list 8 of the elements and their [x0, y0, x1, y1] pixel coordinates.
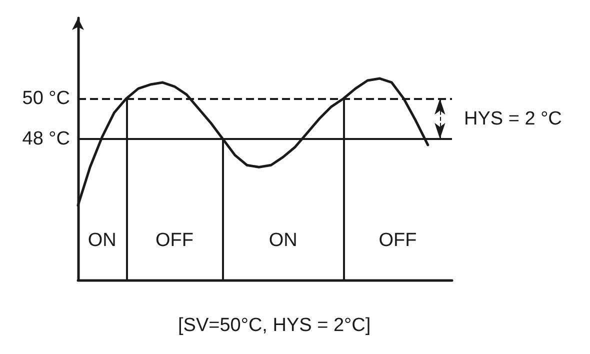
annotation: OFF [378, 230, 417, 251]
y-tick-label: 48 °C [22, 128, 70, 150]
y-tick-label: 50 °C [22, 88, 70, 110]
text: HYS = 2 °C [464, 108, 562, 130]
text: [SV=50°C, HYS = 2°C] [178, 315, 371, 336]
annotation: ON [88, 230, 116, 251]
annotation: ON [268, 230, 298, 251]
annotation: OFF [156, 230, 194, 251]
